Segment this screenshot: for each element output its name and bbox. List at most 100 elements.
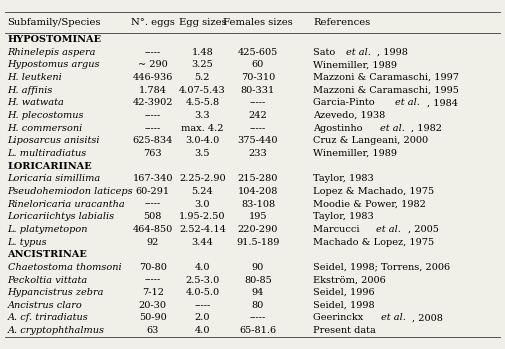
Text: References: References <box>313 18 370 27</box>
Text: 63: 63 <box>146 326 159 335</box>
Text: et al.: et al. <box>379 124 404 133</box>
Text: , 2008: , 2008 <box>412 313 442 322</box>
Text: 5.24: 5.24 <box>191 187 213 196</box>
Text: -----: ----- <box>249 124 266 133</box>
Text: 4.5-5.8: 4.5-5.8 <box>185 98 219 107</box>
Text: -----: ----- <box>144 275 161 284</box>
Text: 425-605: 425-605 <box>237 48 278 57</box>
Text: 3.5: 3.5 <box>194 149 210 158</box>
Text: 763: 763 <box>143 149 162 158</box>
Text: Garcia-Pinto: Garcia-Pinto <box>313 98 378 107</box>
Text: A. cf. triradiatus: A. cf. triradiatus <box>8 313 88 322</box>
Text: -----: ----- <box>249 98 266 107</box>
Text: 3.0-4.0: 3.0-4.0 <box>185 136 219 145</box>
Text: 50-90: 50-90 <box>139 313 166 322</box>
Text: Pseudohemiodon laticeps: Pseudohemiodon laticeps <box>8 187 133 196</box>
Text: 92: 92 <box>146 238 159 246</box>
Text: Sato: Sato <box>313 48 338 57</box>
Text: Seidel, 1998; Torrens, 2006: Seidel, 1998; Torrens, 2006 <box>313 263 450 272</box>
Text: 60: 60 <box>251 60 264 69</box>
Text: H. leutkeni: H. leutkeni <box>8 73 62 82</box>
Text: et al.: et al. <box>376 225 400 234</box>
Text: , 1998: , 1998 <box>376 48 407 57</box>
Text: H. commersoni: H. commersoni <box>8 124 83 133</box>
Text: 90: 90 <box>251 263 264 272</box>
Text: 167-340: 167-340 <box>132 174 173 183</box>
Text: 5.2: 5.2 <box>194 73 210 82</box>
Text: Rineloricaria uracantha: Rineloricaria uracantha <box>8 200 125 209</box>
Text: , 1984: , 1984 <box>426 98 457 107</box>
Text: 375-440: 375-440 <box>237 136 278 145</box>
Text: Loricaria simillima: Loricaria simillima <box>8 174 100 183</box>
Text: N°. eggs: N°. eggs <box>131 18 174 27</box>
Text: 20-30: 20-30 <box>138 301 167 310</box>
Text: Egg sizes: Egg sizes <box>178 18 226 27</box>
Text: Subfamily/Species: Subfamily/Species <box>8 18 101 27</box>
Text: 242: 242 <box>248 111 267 120</box>
Text: 94: 94 <box>251 288 264 297</box>
Text: Peckoltia vittata: Peckoltia vittata <box>8 275 87 284</box>
Text: 3.0: 3.0 <box>194 200 210 209</box>
Text: Present data: Present data <box>313 326 376 335</box>
Text: 195: 195 <box>248 212 267 221</box>
Text: Hypancistrus zebra: Hypancistrus zebra <box>8 288 104 297</box>
Text: 3.25: 3.25 <box>191 60 213 69</box>
Text: 91.5-189: 91.5-189 <box>236 238 279 246</box>
Text: H. watwata: H. watwata <box>8 98 64 107</box>
Text: LORICARIINAE: LORICARIINAE <box>8 162 92 171</box>
Text: 233: 233 <box>248 149 267 158</box>
Text: Taylor, 1983: Taylor, 1983 <box>313 212 374 221</box>
Text: 2.52-4.14: 2.52-4.14 <box>179 225 225 234</box>
Text: 80-331: 80-331 <box>240 86 275 95</box>
Text: 4.0-5.0: 4.0-5.0 <box>185 288 219 297</box>
Text: et al.: et al. <box>394 98 420 107</box>
Text: 215-280: 215-280 <box>237 174 278 183</box>
Text: 220-290: 220-290 <box>237 225 278 234</box>
Text: Geerinckx: Geerinckx <box>313 313 366 322</box>
Text: 625-834: 625-834 <box>132 136 173 145</box>
Text: Rhinelepis aspera: Rhinelepis aspera <box>8 48 96 57</box>
Text: Cruz & Langeani, 2000: Cruz & Langeani, 2000 <box>313 136 428 145</box>
Text: ANCISTRINAE: ANCISTRINAE <box>8 251 87 259</box>
Text: L. platymetopon: L. platymetopon <box>8 225 88 234</box>
Text: 1.95-2.50: 1.95-2.50 <box>179 212 225 221</box>
Text: 104-208: 104-208 <box>237 187 278 196</box>
Text: 60-291: 60-291 <box>135 187 170 196</box>
Text: -----: ----- <box>144 124 161 133</box>
Text: Seidel, 1998: Seidel, 1998 <box>313 301 374 310</box>
Text: 2.5-3.0: 2.5-3.0 <box>185 275 219 284</box>
Text: 1.784: 1.784 <box>138 86 167 95</box>
Text: Liposarcus anisitsi: Liposarcus anisitsi <box>8 136 100 145</box>
Text: Females sizes: Females sizes <box>223 18 292 27</box>
Text: Azevedo, 1938: Azevedo, 1938 <box>313 111 385 120</box>
Text: 1.48: 1.48 <box>191 48 213 57</box>
Text: max. 4.2: max. 4.2 <box>181 124 223 133</box>
Text: 4.0: 4.0 <box>194 263 210 272</box>
Text: H. plecostomus: H. plecostomus <box>8 111 84 120</box>
Text: 65-81.6: 65-81.6 <box>239 326 276 335</box>
Text: Loricariichtys labialis: Loricariichtys labialis <box>8 212 115 221</box>
Text: -----: ----- <box>249 313 266 322</box>
Text: Chaetostoma thomsoni: Chaetostoma thomsoni <box>8 263 121 272</box>
Text: Mazzoni & Caramaschi, 1995: Mazzoni & Caramaschi, 1995 <box>313 86 459 95</box>
Text: HYPOSTOMINAE: HYPOSTOMINAE <box>8 35 102 44</box>
Text: Marcucci: Marcucci <box>313 225 363 234</box>
Text: 70-310: 70-310 <box>240 73 275 82</box>
Text: 508: 508 <box>143 212 162 221</box>
Text: 42-3902: 42-3902 <box>132 98 173 107</box>
Text: Seidel, 1996: Seidel, 1996 <box>313 288 374 297</box>
Text: 3.44: 3.44 <box>191 238 213 246</box>
Text: Mazzoni & Caramaschi, 1997: Mazzoni & Caramaschi, 1997 <box>313 73 459 82</box>
Text: 80: 80 <box>251 301 264 310</box>
Text: 80-85: 80-85 <box>243 275 271 284</box>
Text: Moodie & Power, 1982: Moodie & Power, 1982 <box>313 200 426 209</box>
Text: L. typus: L. typus <box>8 238 47 246</box>
Text: et al.: et al. <box>380 313 405 322</box>
Text: Winemiller, 1989: Winemiller, 1989 <box>313 60 397 69</box>
Text: Lopez & Machado, 1975: Lopez & Machado, 1975 <box>313 187 434 196</box>
Text: 83-108: 83-108 <box>240 200 275 209</box>
Text: 70-80: 70-80 <box>138 263 167 272</box>
Text: Agostinho: Agostinho <box>313 124 366 133</box>
Text: Ancistrus claro: Ancistrus claro <box>8 301 82 310</box>
Text: L. multiradiatus: L. multiradiatus <box>8 149 87 158</box>
